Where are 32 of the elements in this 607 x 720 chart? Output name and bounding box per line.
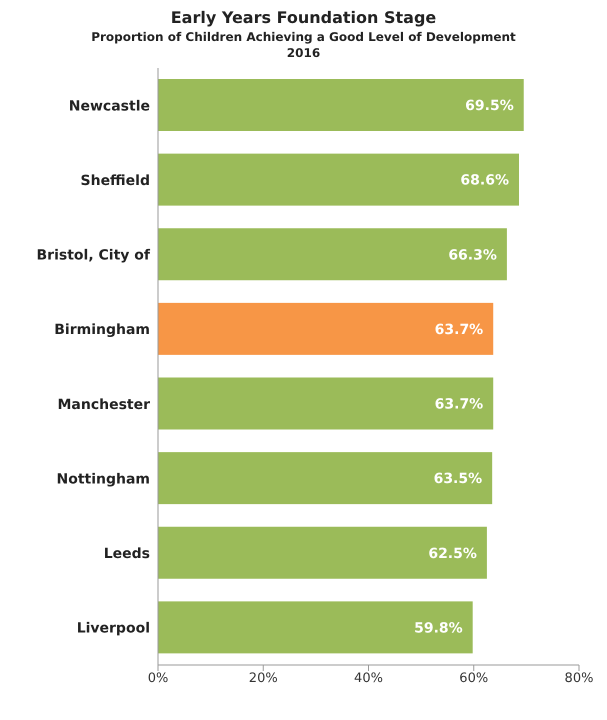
chart-title: Early Years Foundation Stage (170, 8, 438, 27)
data-label: 63.5% (434, 471, 482, 488)
y-tick-label: Newcastle (68, 98, 150, 114)
x-tick-label: 0% (148, 671, 168, 686)
data-label: 62.5% (428, 546, 477, 562)
x-tick-label: 20% (248, 671, 278, 686)
y-tick-label: Sheffield (80, 172, 150, 189)
chart-subtitle: Proportion of Children Achieving a Good Level of Development (90, 30, 517, 44)
data-label: 69.5% (465, 98, 514, 114)
bar (158, 378, 494, 430)
bar (158, 452, 492, 504)
data-label: 66.3% (448, 247, 497, 264)
y-tick-label: Birmingham (54, 322, 150, 338)
bar (158, 79, 524, 131)
y-tick-label: Leeds (104, 546, 150, 562)
bar (158, 154, 520, 206)
x-tick-label: 80% (564, 671, 594, 686)
y-tick-label: Liverpool (76, 620, 150, 637)
x-tick-label: 40% (354, 671, 383, 686)
data-label: 68.6% (460, 172, 510, 189)
data-label: 63.7% (434, 396, 484, 412)
text: 2016 (286, 46, 322, 60)
bar (158, 228, 507, 280)
y-tick-label: Manchester (57, 396, 150, 413)
bar (158, 526, 487, 579)
bar (158, 302, 494, 355)
data-label: 63.7% (434, 322, 484, 338)
y-tick-label: Bristol, City of (36, 248, 151, 264)
data-label: 59.8% (414, 620, 463, 636)
bar (158, 601, 473, 654)
y-tick-label: Nottingham (56, 471, 150, 488)
x-tick-label: 60% (459, 671, 488, 686)
